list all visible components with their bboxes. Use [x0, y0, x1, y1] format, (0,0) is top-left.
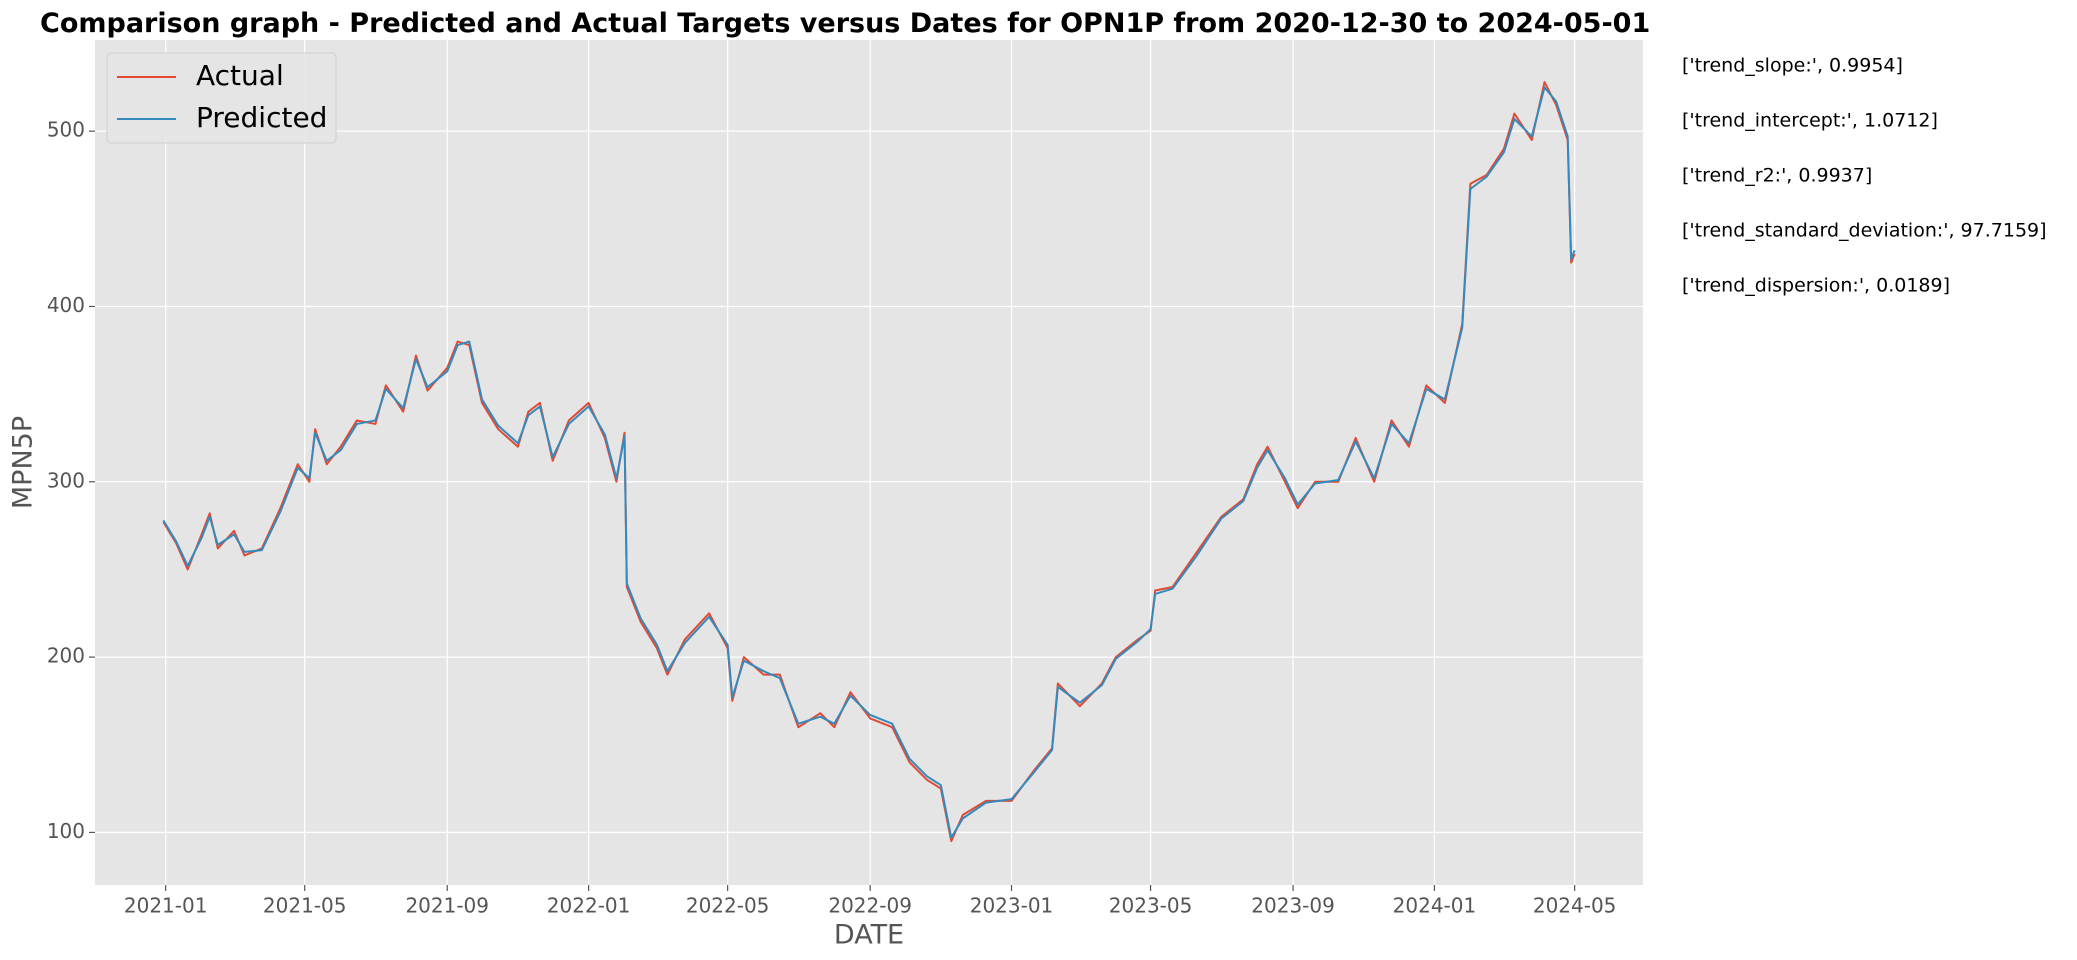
x-tick-label: 2023-01 — [970, 894, 1054, 918]
y-axis-label: MPN5P — [8, 416, 39, 509]
x-tick-label: 2024-01 — [1393, 894, 1477, 918]
annotation: ['trend_intercept:', 1.0712] — [1682, 110, 1938, 132]
y-tick-label: 200 — [47, 644, 85, 668]
legend-label: Actual — [196, 59, 284, 92]
x-tick-label: 2024-05 — [1533, 894, 1617, 918]
y-tick-label: 500 — [47, 118, 85, 142]
x-tick-label: 2021-09 — [405, 894, 489, 918]
chart-title: Comparison graph - Predicted and Actual … — [40, 8, 1650, 39]
y-tick-label: 400 — [47, 293, 85, 317]
x-axis-label: DATE — [834, 920, 904, 951]
plot-area — [95, 40, 1643, 885]
annotation: ['trend_slope:', 0.9954] — [1682, 55, 1903, 77]
x-tick-label: 2023-09 — [1251, 894, 1335, 918]
y-tick-label: 100 — [47, 819, 85, 843]
x-tick-label: 2022-01 — [547, 894, 631, 918]
x-tick-label: 2023-05 — [1109, 894, 1193, 918]
annotation: ['trend_standard_deviation:', 97.7159] — [1682, 220, 2047, 242]
legend-label: Predicted — [196, 101, 327, 134]
data-line — [162, 86, 1576, 839]
x-tick-label: 2021-01 — [124, 894, 208, 918]
legend-box — [106, 52, 337, 144]
x-tick-label: 2022-05 — [686, 894, 770, 918]
x-tick-label: 2021-05 — [263, 894, 347, 918]
x-tick-label: 2022-09 — [828, 894, 912, 918]
annotation: ['trend_dispersion:', 0.0189] — [1682, 275, 1950, 297]
y-tick-label: 300 — [47, 468, 85, 492]
annotation: ['trend_r2:', 0.9937] — [1682, 165, 1872, 187]
